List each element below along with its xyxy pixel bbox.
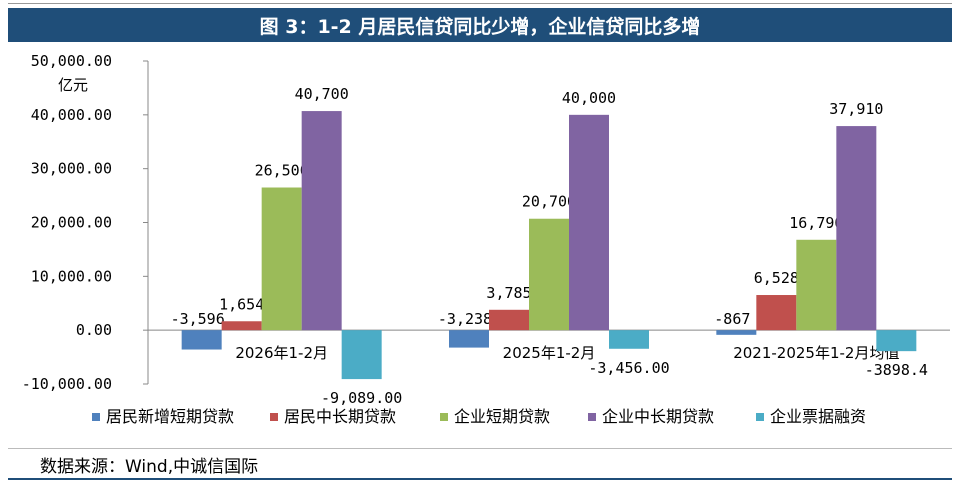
separator-rule	[8, 448, 952, 449]
bar-4-3	[836, 126, 877, 331]
data-label: 40,000	[562, 89, 616, 107]
bar-5-3	[876, 330, 917, 352]
legend-swatch-2	[270, 413, 278, 421]
data-label: -9,089.00	[321, 389, 402, 407]
data-label: -3,456.00	[588, 359, 669, 377]
data-label: 40,700	[295, 85, 349, 103]
x-category-label: 2021-2025年1-2月均值	[733, 344, 899, 362]
legend-label: 居民新增短期贷款	[106, 407, 234, 426]
bar-1-1	[181, 330, 222, 350]
legend-label: 企业短期贷款	[454, 407, 550, 426]
bar-4-2	[569, 114, 609, 331]
data-label: 3,785	[486, 284, 531, 302]
data-label: -3,596	[171, 310, 225, 328]
chart-title-bar: 图 3：1-2 月居民信贷同比少增，企业信贷同比多增	[8, 8, 952, 42]
bar-4-1	[301, 111, 342, 331]
legend-label: 企业票据融资	[770, 407, 866, 426]
y-axis-label: 亿元	[58, 76, 88, 94]
bar-3-3	[796, 239, 837, 331]
data-label: 26,500	[255, 162, 309, 180]
bar-3-2	[529, 218, 569, 331]
legend-swatch-3	[440, 413, 448, 421]
bar-1-2	[449, 330, 489, 348]
data-label: -3,238	[438, 310, 492, 328]
y-tick-label: 30,000.00	[31, 160, 112, 178]
data-label: 37,910	[829, 100, 883, 118]
y-tick-label: -10,000.00	[22, 375, 112, 393]
legend-swatch-1	[92, 413, 100, 421]
data-label: 20,700	[522, 193, 576, 211]
bottom-rule	[8, 478, 952, 480]
y-tick-label: 40,000.00	[31, 106, 112, 124]
y-tick-label: 0.00	[76, 321, 112, 339]
legend-label: 企业中长期贷款	[602, 407, 714, 426]
bar-5-1	[341, 330, 382, 380]
bar-1-3	[716, 330, 757, 335]
data-label: -867	[714, 310, 750, 328]
bar-5-2	[609, 330, 649, 349]
bar-2-2	[489, 309, 529, 331]
data-label: 6,528	[754, 269, 799, 287]
legend-swatch-5	[756, 413, 764, 421]
y-tick-label: 10,000.00	[31, 267, 112, 285]
x-category-label: 2026年1-2月	[235, 344, 328, 362]
top-rule	[8, 3, 952, 4]
chart-title: 图 3：1-2 月居民信贷同比少增，企业信贷同比多增	[259, 15, 701, 38]
legend-swatch-4	[588, 413, 596, 421]
legend-label: 居民中长期贷款	[284, 407, 396, 426]
y-tick-label: 20,000.00	[31, 214, 112, 232]
data-label: 1,654	[219, 295, 264, 313]
bar-2-3	[756, 295, 797, 331]
x-category-label: 2025年1-2月	[503, 344, 596, 362]
y-tick-label: 50,000.00	[31, 52, 112, 70]
data-source: 数据来源：Wind,中诚信国际	[40, 457, 259, 477]
data-label: -3898.4	[865, 361, 928, 379]
bar-2-1	[221, 321, 262, 331]
data-label: 16,790	[789, 214, 843, 232]
bar-3-1	[261, 187, 302, 331]
